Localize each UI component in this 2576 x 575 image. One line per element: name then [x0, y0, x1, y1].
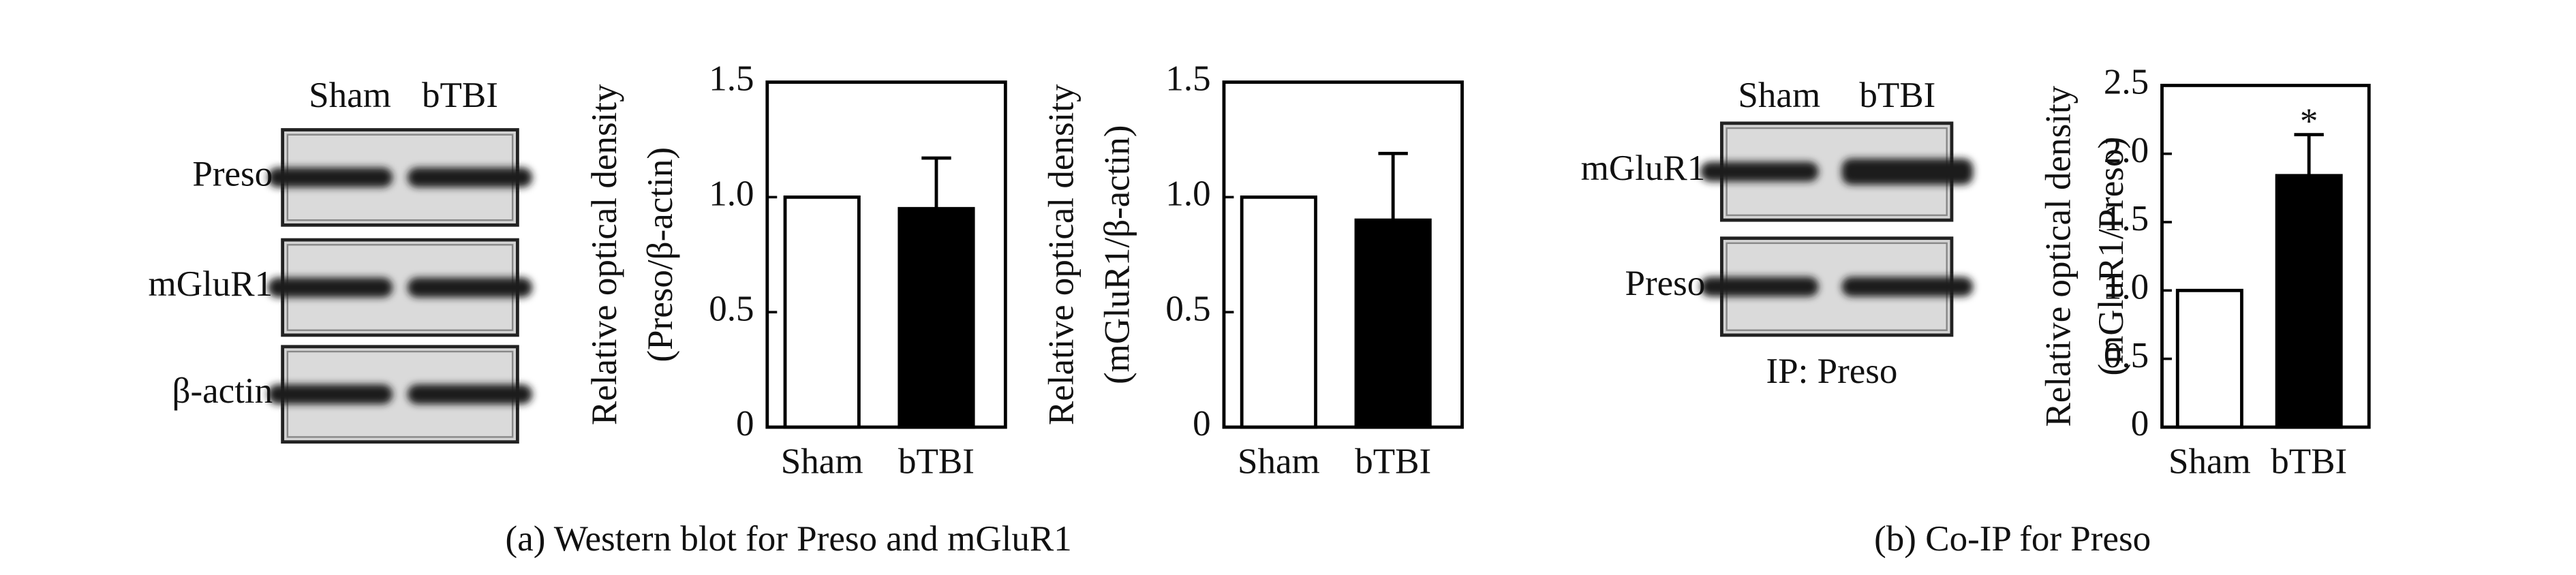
row-label: Preso	[192, 155, 273, 194]
caption: (b) Co-IP for Preso	[1874, 519, 2151, 559]
y-tick-label: 0.5	[1165, 289, 1210, 328]
row-label: Preso	[1625, 264, 1705, 303]
error-bar	[1378, 151, 1408, 221]
x-tick-label: Sham	[1238, 442, 1320, 482]
x-tick-label: Sham	[781, 442, 863, 482]
plot-frame	[2160, 83, 2371, 429]
blot-note: IP: Preso	[1766, 352, 1897, 391]
y-tick-label: 2.5	[2104, 63, 2149, 102]
blot-band	[1700, 277, 1819, 297]
y-axis-label: (mGluR1/Preso)	[2091, 137, 2131, 376]
annotation: *	[2300, 102, 2318, 141]
blot-band	[407, 384, 533, 405]
y-axis-label: Relative optical density	[2039, 85, 2079, 426]
y-tick-label: 1.0	[1165, 174, 1210, 214]
y-axis-label: Relative optical density	[1041, 84, 1081, 425]
bar	[1240, 195, 1317, 429]
bar	[2175, 288, 2243, 429]
y-tick-label: 1.0	[709, 174, 754, 214]
blot-band	[267, 384, 393, 405]
blot-band	[407, 277, 533, 298]
error-bar	[2294, 133, 2324, 176]
plot-frame	[765, 80, 1007, 429]
blot-band	[407, 167, 533, 187]
x-tick-label: Sham	[2168, 442, 2251, 482]
y-tick-label: 2.0	[2104, 131, 2149, 170]
bar	[898, 206, 975, 429]
lane-label: Sham	[1738, 76, 1820, 115]
bar	[1354, 218, 1432, 429]
x-tick-label: bTBI	[2271, 442, 2347, 482]
y-axis-label: (Preso/β-actin)	[641, 147, 680, 362]
row-label: mGluR1	[1581, 149, 1706, 188]
bar	[783, 195, 861, 429]
y-tick-label: 1.5	[2104, 199, 2149, 238]
x-tick-label: bTBI	[898, 442, 975, 482]
bar	[2275, 174, 2343, 429]
y-tick-label: 1.5	[709, 59, 754, 99]
caption: (a) Western blot for Preso and mGluR1	[506, 519, 1072, 559]
row-label: mGluR1	[149, 264, 273, 304]
error-bar	[921, 156, 951, 209]
y-axis-label: (mGluR1/β-actin)	[1097, 125, 1137, 384]
y-tick-label: 0.5	[709, 289, 754, 328]
y-tick-label: 0	[2131, 404, 2149, 444]
lane-label: Sham	[309, 76, 391, 115]
y-tick-label: 0.5	[2104, 336, 2149, 375]
blot-band	[1841, 277, 1974, 297]
y-tick-label: 0	[1193, 404, 1211, 444]
blot-band	[267, 167, 393, 187]
lane-label: bTBI	[1859, 76, 1935, 115]
blot-band	[1841, 158, 1974, 185]
row-label: β-actin	[172, 371, 273, 411]
blot-band	[267, 277, 393, 298]
y-tick-label: 1.5	[1165, 59, 1210, 99]
x-tick-label: bTBI	[1355, 442, 1431, 482]
plot-frame	[1222, 80, 1464, 429]
blot-band	[1700, 161, 1819, 182]
y-axis-label: Relative optical density	[585, 84, 624, 425]
lane-label: bTBI	[422, 76, 498, 115]
y-tick-label: 1.0	[2104, 268, 2149, 307]
y-tick-label: 0	[736, 404, 754, 444]
